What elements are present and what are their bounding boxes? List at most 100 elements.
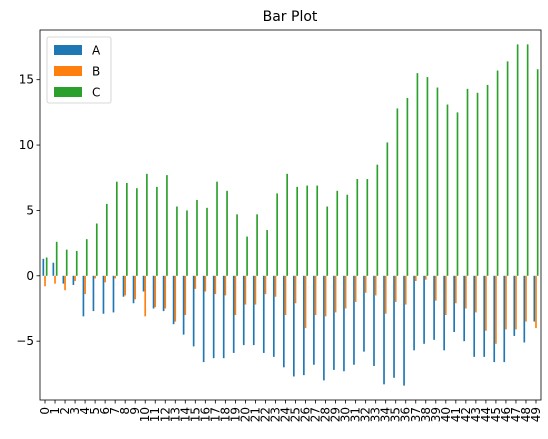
bar-A-49 [533, 275, 536, 322]
bar-A-44 [483, 275, 486, 357]
bar-B-9 [134, 275, 137, 300]
bar-C-35 [396, 108, 399, 276]
x-tick-label: 22 [258, 407, 272, 422]
bar-B-19 [234, 275, 237, 316]
bar-B-7 [114, 275, 116, 279]
x-tick-label: 44 [479, 407, 493, 422]
bar-A-41 [453, 275, 455, 333]
bar-A-20 [242, 275, 245, 346]
bar-C-23 [276, 193, 278, 276]
legend: ABC [46, 36, 112, 104]
bar-C-43 [476, 92, 479, 276]
x-tick-label: 2 [58, 407, 72, 415]
bar-B-16 [204, 275, 207, 292]
bar-C-44 [486, 84, 489, 276]
x-tick-label: 30 [339, 407, 353, 422]
bar-B-45 [495, 275, 497, 344]
bar-C-26 [306, 185, 309, 276]
bar-A-14 [182, 275, 185, 335]
bar-B-37 [414, 275, 417, 282]
x-axis: 0123456789101112131415161718192021222324… [38, 400, 543, 422]
bar-C-17 [216, 181, 218, 276]
x-tick-label: 25 [289, 407, 303, 422]
bar-C-28 [326, 206, 329, 276]
bar-C-46 [506, 61, 509, 276]
bar-C-36 [406, 97, 409, 276]
x-tick-label: 31 [349, 407, 363, 422]
bar-A-25 [293, 275, 295, 377]
x-tick-label: 16 [198, 407, 212, 422]
x-tick-label: 13 [168, 407, 182, 422]
bar-C-4 [85, 239, 88, 276]
x-tick-label: 8 [118, 407, 132, 415]
bar-A-45 [493, 275, 496, 363]
bar-C-14 [186, 210, 188, 276]
bar-B-40 [444, 275, 447, 316]
bar-A-34 [383, 275, 385, 385]
bar-A-29 [333, 275, 335, 370]
bar-A-19 [232, 275, 235, 353]
bar-B-47 [515, 275, 517, 330]
bar-C-34 [386, 142, 389, 276]
bar-C-10 [146, 173, 148, 276]
x-tick-label: 7 [108, 407, 122, 415]
bar-A-36 [403, 275, 405, 386]
bar-A-11 [152, 275, 155, 309]
bar-C-22 [266, 230, 268, 276]
bar-A-13 [172, 275, 175, 325]
x-tick-label: 49 [529, 407, 543, 422]
x-tick-label: 17 [208, 407, 222, 422]
legend-swatch-A [54, 45, 82, 55]
x-tick-label: 36 [399, 407, 413, 422]
x-tick-label: 5 [88, 407, 102, 415]
bar-B-21 [254, 275, 257, 305]
bar-C-33 [376, 164, 379, 276]
bar-A-39 [433, 275, 435, 340]
bar-C-38 [426, 77, 429, 276]
chart-title: Bar Plot [263, 9, 318, 25]
bar-A-16 [202, 275, 205, 363]
bar-C-42 [466, 88, 469, 276]
x-tick-label: 23 [268, 407, 282, 422]
bar-B-38 [424, 275, 427, 280]
bar-A-46 [503, 275, 506, 363]
bar-C-0 [45, 257, 48, 276]
bar-B-20 [244, 275, 247, 305]
bar-B-5 [94, 275, 96, 279]
bar-B-26 [304, 275, 307, 329]
bar-A-4 [82, 275, 85, 317]
x-tick-label: 4 [78, 407, 92, 415]
bar-C-6 [105, 203, 108, 276]
legend-swatch-B [54, 66, 82, 76]
legend-label-A: A [92, 44, 101, 58]
bar-C-13 [176, 206, 178, 276]
x-tick-label: 6 [98, 407, 112, 415]
bar-A-35 [393, 275, 395, 378]
bar-A-30 [343, 275, 345, 372]
bar-B-31 [354, 275, 357, 302]
bar-B-30 [344, 275, 347, 309]
x-tick-label: 47 [509, 407, 523, 422]
bar-C-20 [246, 236, 248, 276]
plot-frame [39, 29, 542, 401]
bar-A-24 [282, 275, 285, 368]
bar-A-1 [52, 262, 55, 276]
bar-B-2 [64, 275, 66, 291]
x-tick-label: 3 [68, 407, 82, 415]
bar-C-2 [65, 249, 68, 276]
bar-A-18 [222, 275, 225, 359]
legend-swatch-C [54, 87, 82, 97]
bar-C-41 [456, 112, 459, 276]
bar-A-42 [463, 275, 466, 342]
x-tick-label: 35 [389, 407, 403, 422]
bar-B-49 [535, 275, 537, 329]
x-tick-label: 32 [359, 407, 373, 422]
bar-B-42 [465, 275, 467, 309]
x-tick-label: 28 [319, 407, 333, 422]
bar-A-7 [112, 275, 115, 313]
bar-B-46 [505, 275, 507, 330]
bar-B-15 [194, 275, 197, 289]
x-tick-label: 20 [238, 407, 252, 422]
bar-B-6 [104, 275, 106, 283]
